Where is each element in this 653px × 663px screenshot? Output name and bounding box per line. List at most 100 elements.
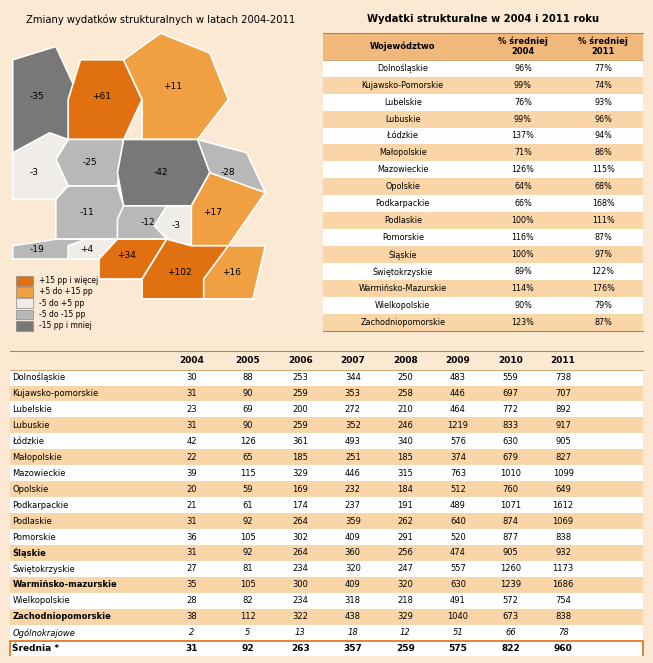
Text: 464: 464 [450,405,466,414]
Text: 905: 905 [503,548,518,558]
Text: 126: 126 [240,437,255,446]
Text: 92: 92 [242,644,254,653]
Polygon shape [118,139,210,206]
Text: 137%: 137% [511,131,534,141]
Text: 31: 31 [186,548,197,558]
Polygon shape [204,246,265,299]
Text: 81: 81 [242,564,253,573]
Text: 115%: 115% [592,165,614,174]
Polygon shape [118,206,191,239]
FancyBboxPatch shape [10,640,643,656]
Text: 94%: 94% [594,131,612,141]
Polygon shape [56,186,123,239]
Polygon shape [68,60,142,139]
Text: 115: 115 [240,469,255,478]
FancyBboxPatch shape [10,351,643,369]
Text: 2008: 2008 [393,356,418,365]
Text: 649: 649 [555,485,571,494]
Text: 27: 27 [186,564,197,573]
Polygon shape [12,133,68,200]
Text: 838: 838 [555,613,571,621]
Text: 344: 344 [345,373,360,382]
Text: 30: 30 [186,373,197,382]
Text: 191: 191 [398,501,413,510]
Text: 68%: 68% [594,182,612,192]
FancyBboxPatch shape [323,33,643,60]
Text: 2004: 2004 [179,356,204,365]
Text: +61: +61 [93,91,112,101]
Text: 822: 822 [501,644,520,653]
Text: 557: 557 [450,564,466,573]
FancyBboxPatch shape [323,178,643,196]
FancyBboxPatch shape [323,111,643,127]
Text: 1219: 1219 [447,421,468,430]
Text: Lubelskie: Lubelskie [384,97,422,107]
Polygon shape [12,239,87,259]
Text: 82: 82 [242,596,253,605]
Text: 51: 51 [453,629,464,637]
Text: 352: 352 [345,421,360,430]
Text: 905: 905 [555,437,571,446]
Text: 1239: 1239 [500,580,521,589]
Text: 572: 572 [503,596,518,605]
Text: Mazowieckie: Mazowieckie [12,469,66,478]
Text: +34: +34 [118,251,136,260]
FancyBboxPatch shape [10,593,643,609]
FancyBboxPatch shape [323,229,643,246]
Text: 892: 892 [555,405,571,414]
Text: 874: 874 [503,516,518,526]
FancyBboxPatch shape [10,418,643,434]
Text: 90%: 90% [514,301,532,310]
Text: 360: 360 [345,548,361,558]
Text: 2009: 2009 [445,356,470,365]
Text: Kujawsko-Pomorskie: Kujawsko-Pomorskie [362,81,444,90]
Text: -19: -19 [30,245,44,253]
Text: 64%: 64% [514,182,532,192]
FancyBboxPatch shape [323,161,643,178]
Text: Wielkopolskie: Wielkopolskie [12,596,70,605]
Text: -5 do +5 pp: -5 do +5 pp [39,299,84,308]
Text: 105: 105 [240,532,255,542]
Text: 1612: 1612 [552,501,574,510]
Text: 2006: 2006 [288,356,313,365]
Text: 66: 66 [505,629,516,637]
Text: 66%: 66% [514,200,532,208]
Text: 2007: 2007 [340,356,365,365]
Text: 76%: 76% [514,97,532,107]
FancyBboxPatch shape [323,212,643,229]
Text: 18: 18 [347,629,358,637]
Text: 329: 329 [398,613,413,621]
Text: 168%: 168% [592,200,614,208]
Text: 31: 31 [186,421,197,430]
Text: 112: 112 [240,613,255,621]
Text: 483: 483 [450,373,466,382]
FancyBboxPatch shape [10,465,643,481]
Text: 1010: 1010 [500,469,521,478]
Polygon shape [12,46,80,152]
Text: -3: -3 [30,168,39,177]
Text: 754: 754 [555,596,571,605]
Text: 250: 250 [398,373,413,382]
Text: 90: 90 [242,421,253,430]
Text: Opolskie: Opolskie [12,485,49,494]
Text: 246: 246 [398,421,413,430]
Text: 520: 520 [450,532,466,542]
FancyBboxPatch shape [323,127,643,145]
Text: Śląskie: Śląskie [12,548,46,558]
FancyBboxPatch shape [323,314,643,331]
Text: 489: 489 [450,501,466,510]
Polygon shape [123,33,229,139]
Text: 99%: 99% [514,81,532,90]
Text: -35: -35 [30,91,44,101]
Text: 264: 264 [293,516,308,526]
Text: 61: 61 [242,501,253,510]
Text: 329: 329 [293,469,308,478]
Text: 446: 446 [345,469,360,478]
Text: 237: 237 [345,501,361,510]
FancyBboxPatch shape [323,246,643,263]
Text: 20: 20 [186,485,197,494]
Polygon shape [142,239,229,299]
Text: 100%: 100% [511,250,534,259]
Text: 96%: 96% [594,115,612,123]
Text: 630: 630 [450,580,466,589]
